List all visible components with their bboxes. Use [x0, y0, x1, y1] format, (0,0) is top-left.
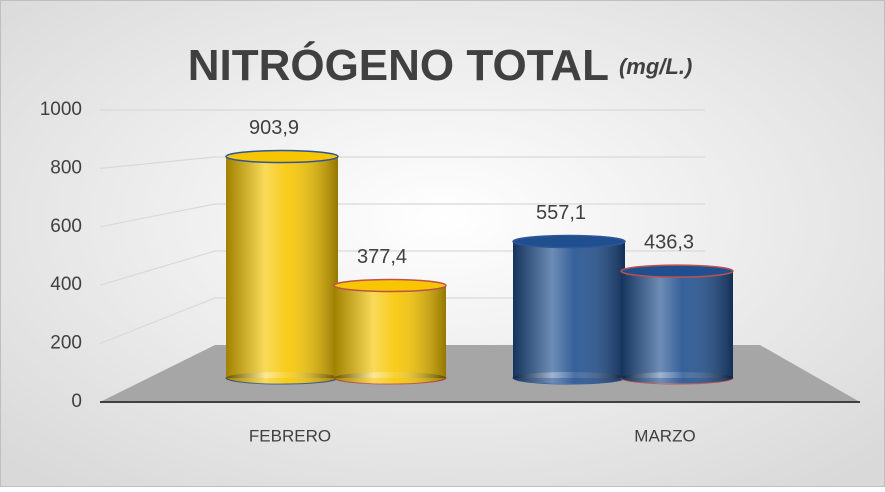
bar-top — [333, 278, 447, 293]
chart-title: NITRÓGENO TOTAL (mg/L.) — [188, 40, 693, 90]
y-tick-label: 1000 — [40, 99, 82, 120]
x-tick-label: MARZO — [634, 426, 695, 445]
bar-bottom-shade — [334, 372, 446, 384]
value-label: 557,1 — [536, 202, 586, 224]
bar-shade — [334, 285, 446, 378]
bar-shade — [621, 271, 733, 378]
bar-top — [225, 149, 339, 164]
bar-shade — [513, 241, 625, 378]
bar-top — [512, 234, 626, 249]
value-label: 436,3 — [644, 231, 694, 253]
title-text: NITRÓGENO TOTAL — [188, 40, 609, 90]
value-label: 377,4 — [357, 246, 407, 268]
bar-top — [620, 264, 734, 278]
y-tick-label: 200 — [50, 333, 82, 354]
bar-bottom-shade — [621, 372, 733, 384]
floor — [100, 345, 860, 402]
y-tick-label: 0 — [71, 391, 82, 412]
bar-shade — [226, 156, 338, 378]
x-tick-label: FEBRERO — [249, 426, 331, 445]
title-unit: (mg/L.) — [619, 54, 692, 79]
bar-bottom-shade — [513, 372, 625, 384]
y-tick-label: 600 — [50, 216, 82, 237]
grid-line — [99, 156, 705, 169]
y-tick-label: 400 — [50, 274, 82, 295]
value-label: 903,9 — [249, 117, 299, 139]
grid-line — [99, 203, 705, 228]
bar-bottom-shade — [226, 372, 338, 384]
y-tick-label: 800 — [50, 157, 82, 178]
